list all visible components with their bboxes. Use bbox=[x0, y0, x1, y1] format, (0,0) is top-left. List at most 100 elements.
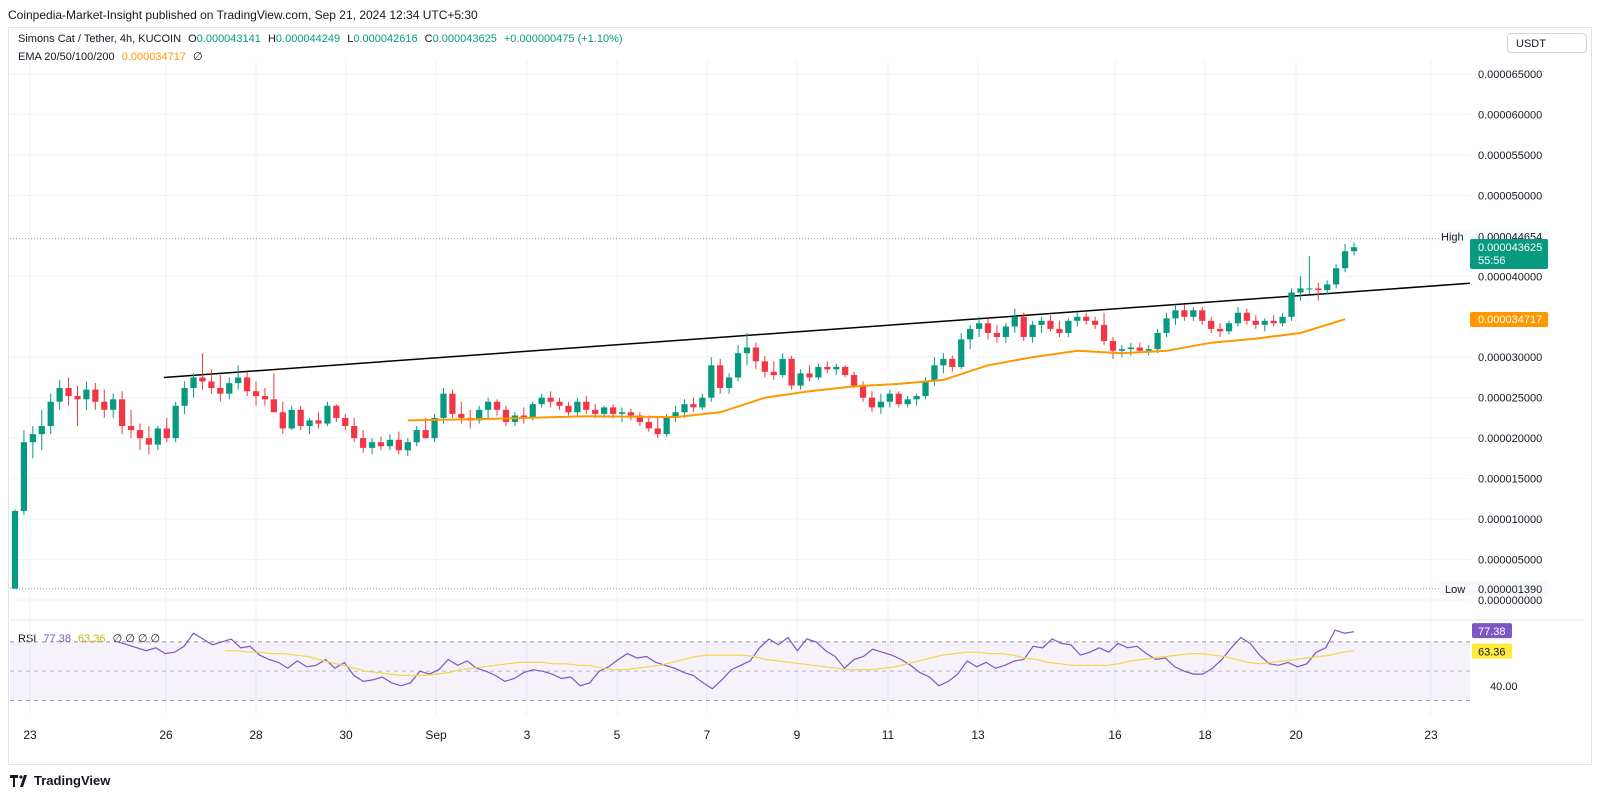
candle-body bbox=[1092, 320, 1099, 325]
rsi-tag-bg bbox=[1472, 623, 1512, 639]
candle bbox=[288, 405, 295, 431]
candle-body bbox=[788, 358, 795, 386]
x-tick-label: 16 bbox=[1108, 728, 1122, 742]
candle-body bbox=[136, 430, 144, 439]
candle-body bbox=[1172, 310, 1179, 319]
candle bbox=[708, 357, 715, 402]
candle bbox=[386, 434, 394, 451]
candle bbox=[842, 365, 849, 378]
price-chart-svg[interactable]: 0.000065000 0.000060000 0.000055000 0.00005… bbox=[0, 0, 1600, 770]
candle bbox=[1288, 288, 1295, 321]
y-tick-label: 0.000030000 bbox=[1478, 352, 1542, 364]
candle bbox=[92, 383, 99, 410]
candle-body bbox=[65, 387, 72, 397]
currency-button[interactable]: USDT bbox=[1507, 33, 1587, 53]
candle-body bbox=[743, 347, 751, 354]
candle bbox=[1297, 276, 1304, 301]
candle bbox=[315, 412, 322, 429]
candle-body bbox=[984, 323, 992, 333]
candle-body bbox=[538, 397, 545, 405]
candle-body bbox=[493, 401, 501, 410]
low-value: 0.000001390 bbox=[1478, 584, 1542, 596]
low-label: Low bbox=[1445, 584, 1465, 596]
candle-body bbox=[967, 328, 974, 340]
chart-frame bbox=[8, 27, 1592, 765]
candle bbox=[547, 391, 554, 408]
ema-label: EMA 20/50/100/200 bbox=[18, 51, 115, 63]
candle-body bbox=[243, 377, 251, 392]
candle-body bbox=[83, 389, 90, 400]
x-tick-label: 28 bbox=[249, 728, 263, 742]
candle-body bbox=[592, 409, 599, 414]
candle-body bbox=[1199, 310, 1206, 321]
candle bbox=[618, 407, 626, 422]
candle bbox=[1074, 312, 1081, 327]
candle bbox=[1100, 312, 1108, 346]
candle bbox=[493, 399, 501, 416]
candle bbox=[1190, 307, 1197, 321]
candle bbox=[672, 405, 679, 422]
candle-body bbox=[1225, 323, 1233, 332]
candle-body bbox=[1118, 349, 1126, 351]
candle-body bbox=[431, 417, 438, 439]
low-tag-bg bbox=[1439, 580, 1549, 595]
candle bbox=[395, 431, 402, 455]
candle-body bbox=[815, 366, 822, 378]
footer-brand[interactable]: TradingView bbox=[10, 773, 110, 788]
candle bbox=[734, 345, 742, 382]
rsi-tick-label: 40.00 bbox=[1490, 681, 1518, 693]
brand-name: TradingView bbox=[34, 773, 111, 788]
price-tag: 0.000043625 bbox=[1478, 242, 1542, 254]
x-tick-label: 30 bbox=[339, 728, 353, 742]
candle bbox=[351, 417, 358, 443]
candle-body bbox=[618, 412, 626, 414]
candle-body bbox=[458, 413, 465, 418]
candle-body bbox=[297, 409, 304, 427]
candle bbox=[422, 417, 429, 439]
ema-tag: 0.000034717 bbox=[1478, 314, 1542, 326]
candle bbox=[154, 426, 161, 451]
candle bbox=[83, 381, 90, 410]
candle-body bbox=[609, 407, 617, 414]
candle bbox=[261, 387, 269, 406]
candle bbox=[449, 389, 456, 418]
candle bbox=[1172, 304, 1179, 325]
candle-body bbox=[645, 421, 652, 429]
low-label: L bbox=[347, 33, 354, 45]
candle-body bbox=[163, 428, 170, 439]
candle-body bbox=[842, 366, 849, 376]
ema-legend[interactable]: EMA 20/50/100/200 0.000034717 ∅ bbox=[18, 50, 207, 63]
ema-na: ∅ bbox=[193, 51, 203, 63]
change-value: +0.000000475 (+1.10%) bbox=[503, 33, 623, 45]
candle bbox=[627, 409, 635, 421]
candle bbox=[1083, 312, 1090, 325]
candle-body bbox=[1181, 310, 1188, 317]
candle bbox=[47, 393, 54, 435]
candle-body bbox=[154, 428, 161, 445]
candle-body bbox=[824, 366, 831, 370]
candle bbox=[476, 405, 483, 424]
candle-body bbox=[636, 415, 643, 422]
candle-body bbox=[726, 377, 733, 388]
candle-body bbox=[850, 375, 858, 386]
candle-body bbox=[279, 412, 286, 429]
open-value: 0.000043141 bbox=[196, 33, 261, 45]
candle bbox=[958, 332, 965, 370]
candle bbox=[484, 397, 492, 418]
candle-body bbox=[342, 417, 349, 427]
candle-body bbox=[922, 381, 929, 397]
candle bbox=[538, 393, 545, 408]
candle-body bbox=[993, 332, 1001, 337]
candle-body bbox=[1234, 312, 1242, 324]
y-tick-label: 0.000020000 bbox=[1478, 433, 1542, 445]
candle-body bbox=[529, 404, 536, 418]
candle bbox=[877, 393, 885, 414]
candle-body bbox=[1288, 292, 1295, 317]
symbol-title[interactable]: Simons Cat / Tether, 4h, KUCOIN bbox=[18, 33, 182, 45]
x-tick-label: 13 bbox=[971, 728, 985, 742]
candle bbox=[1350, 242, 1358, 256]
candle bbox=[1208, 316, 1215, 333]
candle bbox=[1011, 308, 1018, 333]
candle-body bbox=[20, 442, 28, 511]
candle-body bbox=[226, 383, 233, 394]
